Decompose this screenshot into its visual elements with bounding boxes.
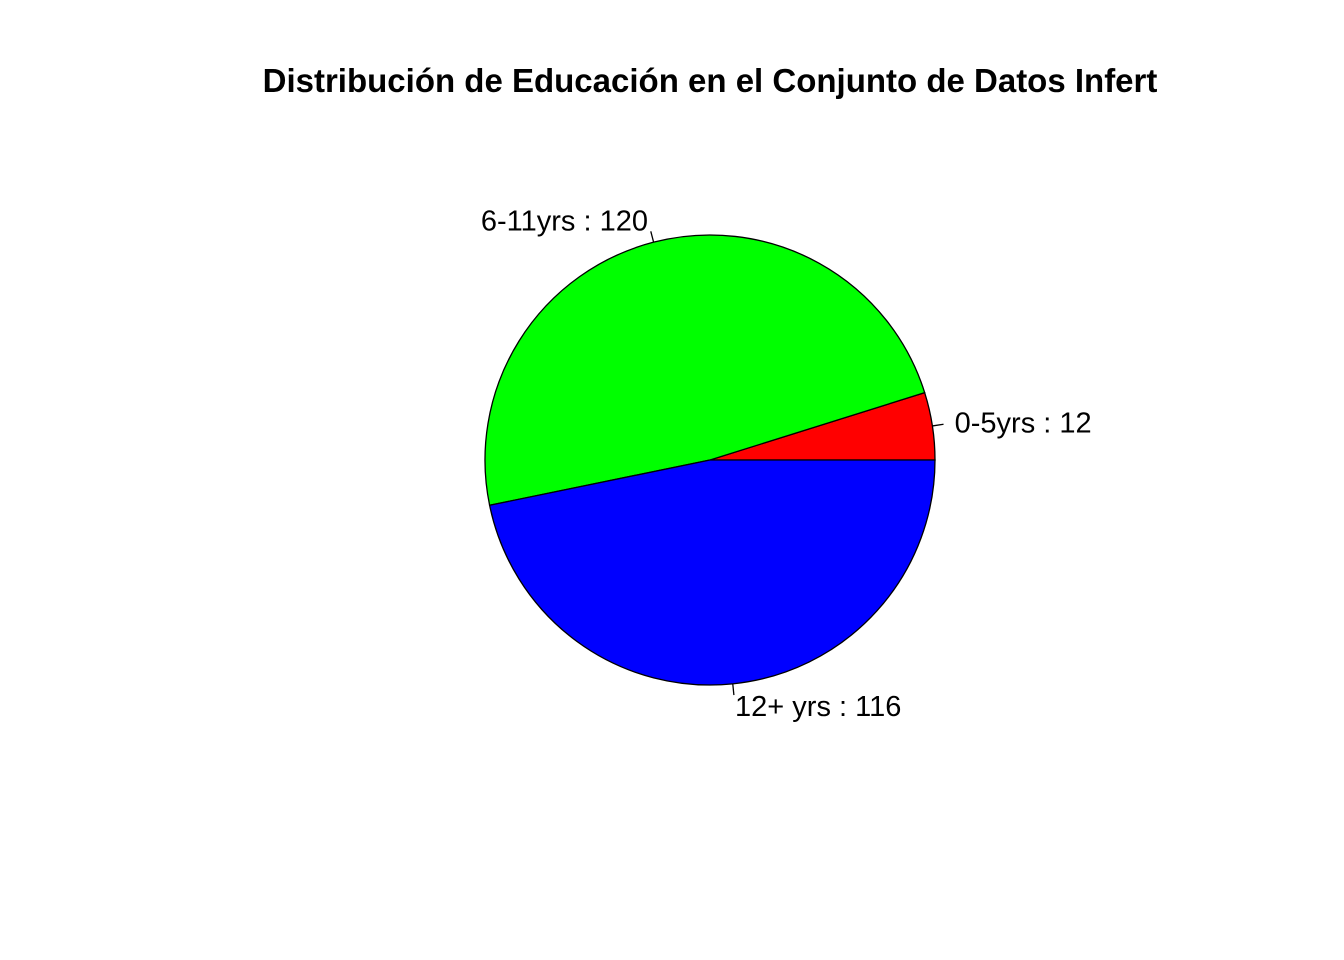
slice-labels: 0-5yrs : 12 6-11yrs : 120 12+ yrs : 116 [481, 205, 1092, 723]
label-tick-2 [732, 683, 735, 696]
chart-title: Distribución de Educación en el Conjunto… [263, 62, 1158, 99]
label-tick-0 [932, 423, 944, 427]
label-ticks [650, 231, 944, 696]
label-tick-1 [650, 231, 655, 243]
pie-slices [484, 234, 936, 686]
slice-label-0: 0-5yrs : 12 [955, 408, 1092, 440]
slice-label-2: 12+ yrs : 116 [735, 691, 901, 723]
pie-slice-1 [484, 234, 926, 507]
pie-slice-2 [488, 459, 936, 686]
slice-label-1: 6-11yrs : 120 [481, 205, 648, 237]
